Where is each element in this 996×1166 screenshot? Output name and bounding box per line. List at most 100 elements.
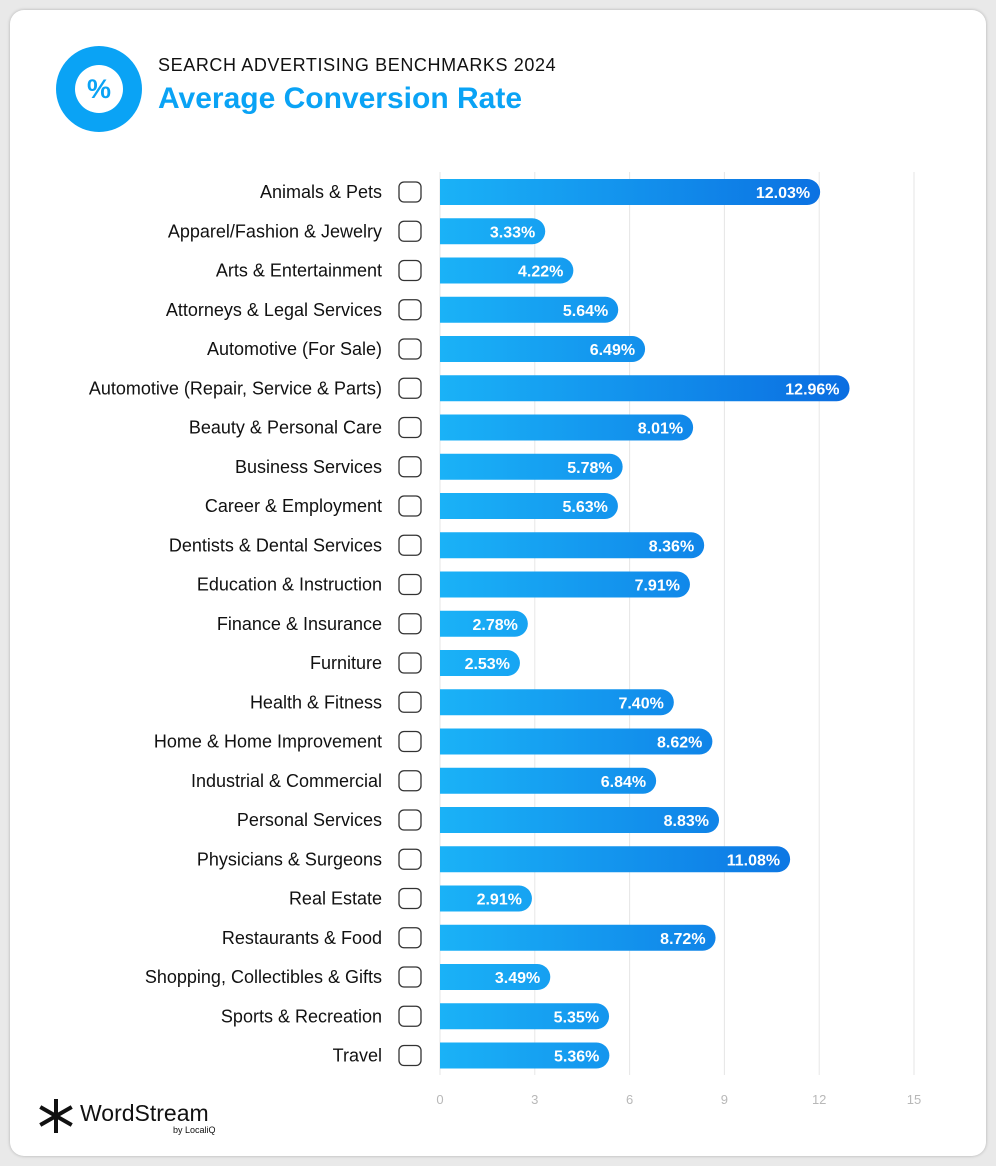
x-tick-label: 12 bbox=[812, 1092, 826, 1107]
bar bbox=[440, 179, 821, 205]
percent-icon: % bbox=[75, 65, 123, 113]
gavel-icon bbox=[398, 299, 422, 321]
piggy-bank-icon bbox=[398, 613, 422, 635]
bar bbox=[440, 218, 546, 245]
value-label: 5.64% bbox=[563, 303, 608, 320]
fork-knife-icon bbox=[398, 927, 422, 949]
tooth-icon bbox=[398, 534, 422, 556]
hand-heart-icon bbox=[398, 809, 422, 831]
percent-badge: % bbox=[56, 46, 142, 132]
price-tag-icon bbox=[398, 338, 422, 360]
bar bbox=[440, 453, 623, 480]
value-label: 12.03% bbox=[756, 185, 810, 202]
picture-icon bbox=[398, 259, 422, 282]
category-label: Physicians & Surgeons bbox=[197, 849, 382, 869]
airplane-icon bbox=[398, 1044, 422, 1067]
comb-icon bbox=[398, 416, 422, 439]
category-label: Sports & Recreation bbox=[221, 1006, 382, 1026]
bar bbox=[440, 924, 716, 951]
bar bbox=[440, 728, 713, 755]
storefront-icon bbox=[398, 887, 422, 910]
value-label: 5.78% bbox=[567, 460, 612, 477]
ball-icon bbox=[398, 1005, 422, 1027]
category-label: Apparel/Fashion & Jewelry bbox=[168, 221, 382, 241]
tshirt-icon bbox=[398, 220, 422, 242]
category-label: Restaurants & Food bbox=[222, 928, 382, 948]
category-label: Arts & Entertainment bbox=[216, 261, 382, 281]
bar bbox=[440, 257, 574, 284]
category-label: Health & Fitness bbox=[250, 692, 382, 712]
category-label: Personal Services bbox=[237, 810, 382, 830]
chart-title: Average Conversion Rate bbox=[158, 82, 523, 115]
x-tick-label: 3 bbox=[531, 1092, 538, 1107]
value-label: 6.84% bbox=[601, 774, 646, 791]
x-tick-label: 15 bbox=[907, 1092, 921, 1107]
bar bbox=[440, 807, 720, 833]
value-label: 2.53% bbox=[465, 656, 510, 673]
graduation-cap-icon bbox=[398, 573, 422, 596]
category-label: Career & Employment bbox=[205, 496, 382, 516]
medical-cross-icon bbox=[398, 848, 422, 870]
bar bbox=[440, 610, 528, 637]
logo-sub: by LocaliQ bbox=[173, 1125, 216, 1135]
bar bbox=[440, 375, 850, 402]
category-label: Shopping, Collectibles & Gifts bbox=[145, 967, 382, 987]
value-label: 7.91% bbox=[635, 578, 680, 595]
category-label: Real Estate bbox=[289, 889, 382, 909]
wordstream-logo-icon bbox=[39, 1099, 73, 1133]
heart-icon bbox=[398, 691, 422, 713]
category-label: Finance & Insurance bbox=[217, 614, 382, 634]
house-icon bbox=[398, 730, 422, 753]
bar bbox=[440, 571, 690, 598]
newspaper-icon bbox=[398, 456, 422, 478]
category-label: Furniture bbox=[310, 653, 382, 673]
category-label: Animals & Pets bbox=[260, 182, 382, 202]
bar bbox=[440, 689, 674, 716]
category-label: Dentists & Dental Services bbox=[169, 535, 382, 555]
value-label: 5.36% bbox=[554, 1049, 599, 1066]
car-icon bbox=[398, 377, 422, 399]
value-label: 3.33% bbox=[490, 224, 535, 241]
value-label: 3.49% bbox=[495, 970, 540, 987]
factory-icon bbox=[398, 770, 422, 792]
category-label: Automotive (For Sale) bbox=[207, 339, 382, 359]
value-label: 12.96% bbox=[785, 381, 839, 398]
category-label: Travel bbox=[333, 1046, 382, 1066]
value-label: 8.62% bbox=[657, 735, 702, 752]
bar bbox=[440, 964, 551, 990]
paw-icon bbox=[398, 181, 422, 203]
x-tick-label: 6 bbox=[626, 1092, 633, 1107]
category-label: Industrial & Commercial bbox=[191, 771, 382, 791]
value-label: 2.91% bbox=[477, 892, 522, 909]
value-label: 8.36% bbox=[649, 538, 694, 555]
x-tick-label: 9 bbox=[721, 1092, 728, 1107]
bar bbox=[440, 532, 705, 559]
bar bbox=[440, 767, 657, 794]
bar bbox=[440, 846, 791, 873]
category-label: Home & Home Improvement bbox=[154, 732, 382, 752]
value-label: 2.78% bbox=[472, 617, 517, 634]
category-label: Business Services bbox=[235, 457, 382, 477]
bow-icon bbox=[398, 966, 422, 988]
bar bbox=[440, 1042, 610, 1069]
category-label: Attorneys & Legal Services bbox=[166, 300, 382, 320]
category-label: Education & Instruction bbox=[197, 575, 382, 595]
briefcase-icon bbox=[398, 495, 422, 517]
bar bbox=[440, 885, 532, 912]
bar bbox=[440, 650, 520, 676]
x-tick-label: 0 bbox=[436, 1092, 443, 1107]
bar bbox=[440, 414, 694, 441]
bar bbox=[440, 296, 619, 323]
bar bbox=[440, 493, 618, 519]
logo-name: WordStream bbox=[80, 1100, 209, 1126]
value-label: 7.40% bbox=[618, 695, 663, 712]
category-label: Automotive (Repair, Service & Parts) bbox=[89, 378, 382, 398]
value-label: 8.72% bbox=[660, 931, 705, 948]
value-label: 5.35% bbox=[554, 1009, 599, 1026]
armchair-icon bbox=[398, 652, 422, 674]
value-label: 8.01% bbox=[638, 421, 683, 438]
value-label: 5.63% bbox=[563, 499, 608, 516]
bar bbox=[440, 336, 646, 362]
value-label: 4.22% bbox=[518, 264, 563, 281]
